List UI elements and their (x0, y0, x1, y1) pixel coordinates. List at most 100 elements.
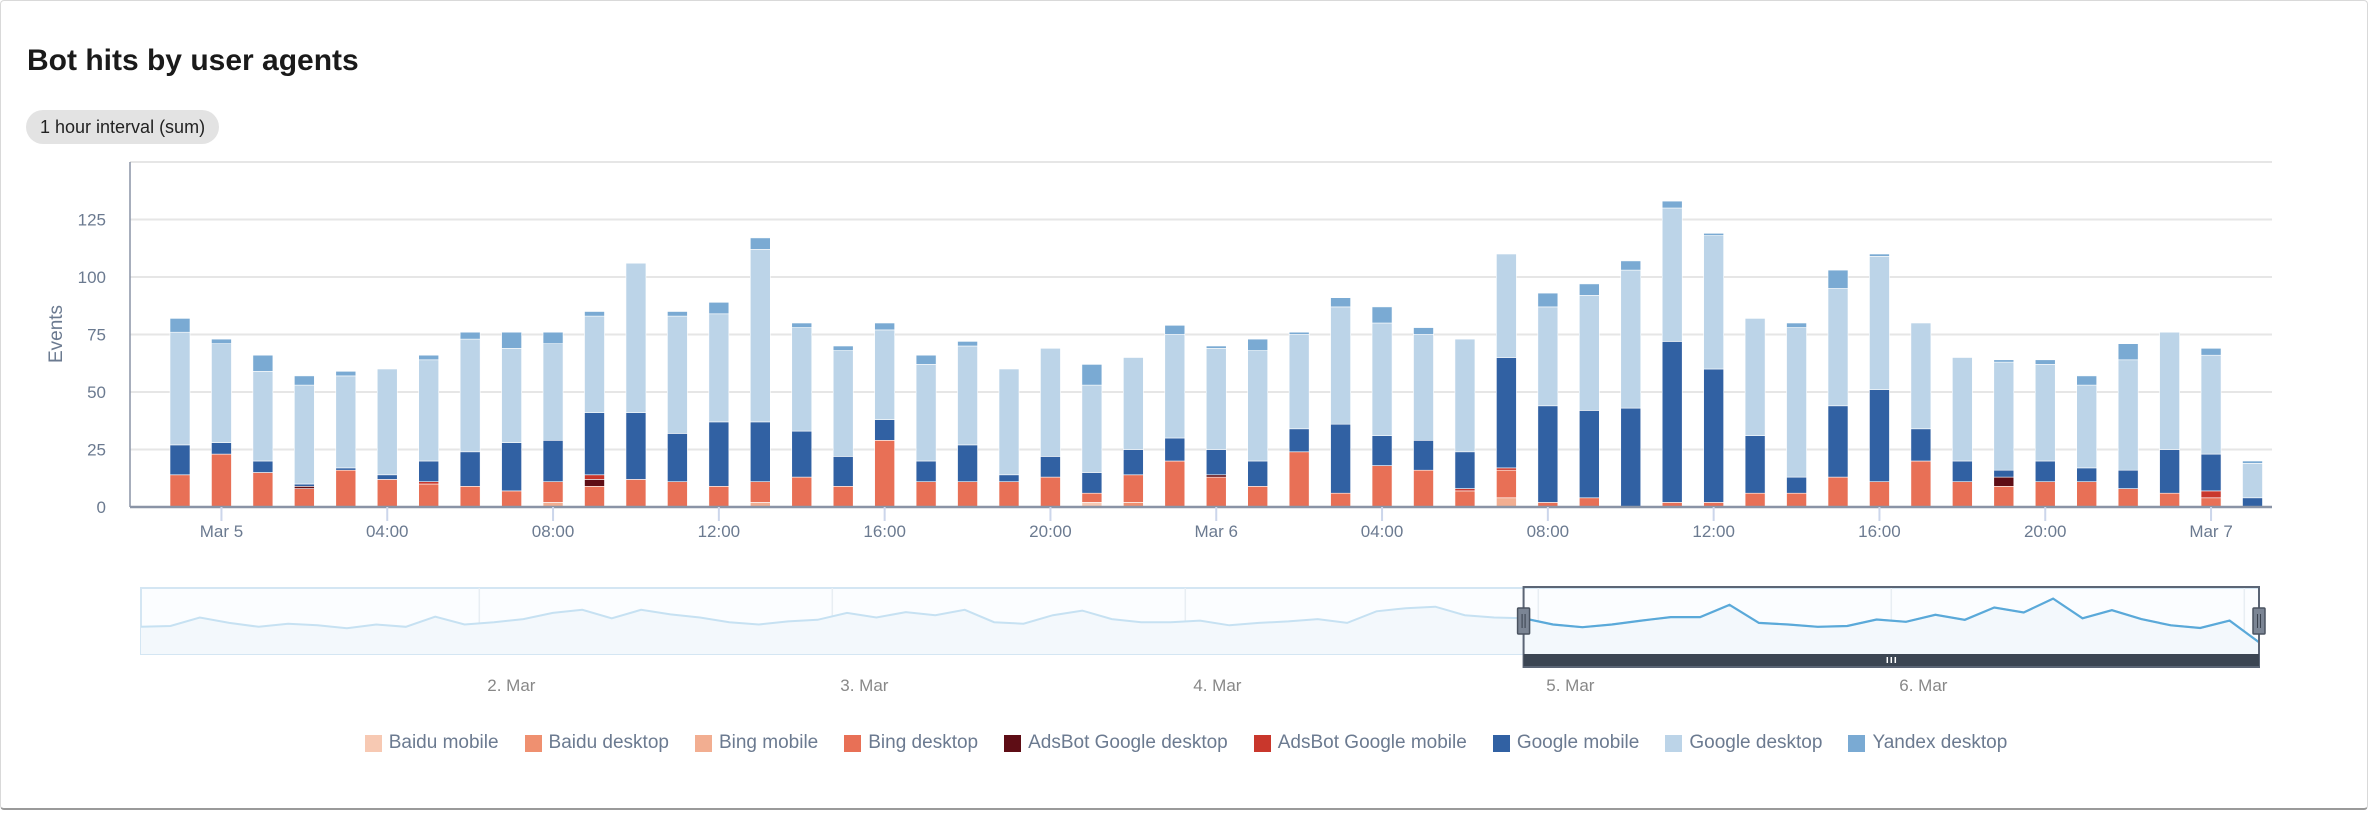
bar-segment[interactable] (211, 338, 232, 345)
bar-segment[interactable] (667, 481, 688, 508)
bar-segment[interactable] (1579, 497, 1600, 508)
bar-segment[interactable] (1413, 334, 1434, 441)
bar-segment[interactable] (1288, 428, 1310, 453)
bar-segment[interactable] (2034, 481, 2056, 508)
bar-segment[interactable] (2034, 460, 2056, 483)
interval-badge[interactable]: 1 hour interval (sum) (26, 110, 220, 144)
bar-segment[interactable] (998, 474, 1020, 482)
bar-segment[interactable] (418, 481, 440, 485)
bar-segment[interactable] (957, 345, 978, 446)
bar-segment[interactable] (252, 370, 274, 462)
bar-segment[interactable] (169, 331, 191, 446)
bar-segment[interactable] (1786, 492, 1807, 508)
bar-segment[interactable] (418, 359, 440, 462)
bar-segment[interactable] (501, 490, 522, 508)
bar-segment[interactable] (1703, 233, 1724, 236)
bar-segment[interactable] (1827, 288, 1849, 407)
bar-segment[interactable] (376, 479, 398, 508)
bar-segment[interactable] (1703, 235, 1724, 370)
bar-segment[interactable] (2076, 384, 2097, 469)
bar-segment[interactable] (1454, 338, 1476, 453)
bar-segment[interactable] (501, 347, 522, 443)
bar-segment[interactable] (957, 444, 978, 482)
bar-segment[interactable] (1620, 260, 1642, 271)
bar-segment[interactable] (1496, 469, 1517, 499)
bar-segment[interactable] (1910, 322, 1932, 430)
bar-segment[interactable] (2200, 354, 2222, 455)
bar-segment[interactable] (1371, 465, 1393, 508)
bar-segment[interactable] (708, 421, 730, 487)
bar-segment[interactable] (1579, 283, 1600, 296)
bar-segment[interactable] (542, 331, 564, 345)
bar-segment[interactable] (252, 472, 274, 508)
bar-segment[interactable] (1952, 357, 1973, 462)
bar-segment[interactable] (1454, 490, 1476, 508)
bar-segment[interactable] (1081, 472, 1103, 494)
bar-segment[interactable] (2200, 347, 2222, 356)
bar-segment[interactable] (2242, 497, 2263, 508)
bar-segment[interactable] (1496, 497, 1517, 508)
bar-segment[interactable] (1164, 324, 1186, 335)
bar-segment[interactable] (1413, 439, 1434, 471)
bar-segment[interactable] (2034, 364, 2056, 462)
bar-segment[interactable] (708, 485, 730, 508)
bar-segment[interactable] (1247, 485, 1268, 508)
bar-segment[interactable] (1040, 476, 1061, 508)
bar-segment[interactable] (1620, 269, 1642, 409)
bar-segment[interactable] (1454, 451, 1476, 489)
bar-segment[interactable] (1993, 361, 2015, 471)
bar-segment[interactable] (1869, 481, 1890, 508)
bar-segment[interactable] (211, 453, 232, 508)
bar-segment[interactable] (294, 485, 315, 489)
bar-segment[interactable] (1330, 423, 1351, 494)
bar-segment[interactable] (625, 262, 647, 414)
bar-segment[interactable] (1786, 322, 1807, 328)
bar-segment[interactable] (169, 444, 191, 476)
bar-segment[interactable] (1910, 460, 1932, 508)
bar-segment[interactable] (625, 412, 647, 480)
bar-segment[interactable] (335, 467, 357, 471)
bar-segment[interactable] (294, 488, 315, 508)
bar-segment[interactable] (1371, 435, 1393, 466)
bar-segment[interactable] (501, 442, 522, 492)
bar-segment[interactable] (1827, 269, 1849, 289)
bar-segment[interactable] (2117, 488, 2139, 508)
bar-segment[interactable] (2076, 375, 2097, 386)
bar-segment[interactable] (294, 384, 315, 485)
bar-segment[interactable] (169, 474, 191, 508)
bar-segment[interactable] (1744, 435, 1766, 494)
bar-segment[interactable] (1993, 485, 2015, 508)
legend-item[interactable]: Google desktop (1665, 732, 1822, 754)
bar-segment[interactable] (832, 456, 854, 487)
bar-segment[interactable] (211, 343, 232, 443)
bar-segment[interactable] (749, 421, 771, 482)
bar-segment[interactable] (1164, 437, 1186, 462)
bar-segment[interactable] (2200, 490, 2222, 499)
bar-segment[interactable] (1247, 350, 1268, 462)
bar-segment[interactable] (1454, 488, 1476, 492)
bar-segment[interactable] (2034, 359, 2056, 365)
bar-segment[interactable] (2076, 481, 2097, 508)
bar-segment[interactable] (1288, 331, 1310, 335)
bar-segment[interactable] (2117, 359, 2139, 471)
bar-segment[interactable] (1869, 389, 1890, 483)
bar-segment[interactable] (335, 469, 357, 508)
bar-segment[interactable] (1496, 253, 1517, 358)
bar-segment[interactable] (459, 331, 481, 340)
bar-segment[interactable] (1910, 428, 1932, 462)
bar-segment[interactable] (584, 479, 605, 487)
bar-segment[interactable] (376, 368, 398, 476)
bar-segment[interactable] (915, 481, 937, 508)
bar-segment[interactable] (1081, 384, 1103, 473)
bar-segment[interactable] (749, 481, 771, 503)
bar-segment[interactable] (625, 479, 647, 508)
bar-segment[interactable] (2242, 460, 2263, 464)
bar-segment[interactable] (2159, 449, 2180, 494)
bar-segment[interactable] (667, 433, 688, 482)
bar-segment[interactable] (1496, 357, 1517, 469)
bar-segment[interactable] (915, 354, 937, 365)
legend-item[interactable]: Yandex desktop (1848, 732, 2007, 754)
bar-segment[interactable] (1537, 306, 1559, 407)
bar-segment[interactable] (998, 368, 1020, 476)
bar-segment[interactable] (1205, 345, 1227, 349)
